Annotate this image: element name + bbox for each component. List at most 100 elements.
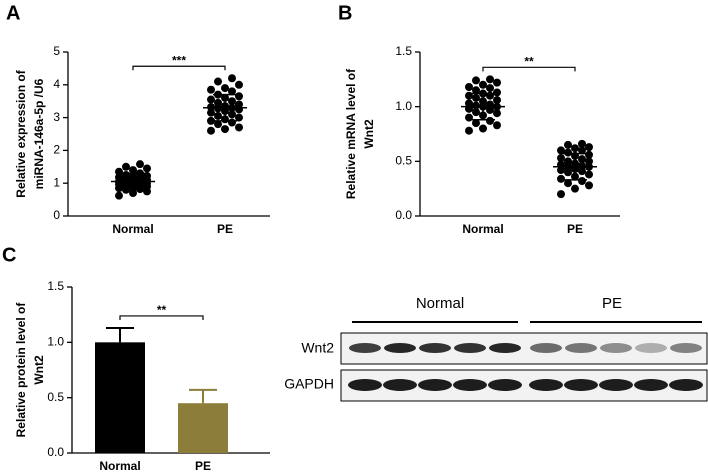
data-point: [235, 80, 243, 89]
data-point: [578, 155, 586, 164]
band: [384, 343, 416, 353]
band: [635, 343, 667, 353]
data-point: [115, 191, 123, 200]
data-point: [578, 177, 586, 186]
blot-group-label: PE: [602, 295, 622, 312]
data-point: [557, 146, 565, 155]
data-point: [465, 82, 473, 91]
data-point: [221, 84, 229, 93]
band: [599, 379, 633, 391]
band: [670, 343, 702, 353]
band: [529, 379, 563, 391]
data-point: [564, 157, 572, 166]
y-tick-label: 4: [53, 77, 60, 91]
y-axis-label: miRNA-146a-5p /U6: [32, 78, 46, 189]
data-point: [228, 87, 236, 96]
data-point: [493, 96, 501, 105]
data-point: [228, 74, 236, 83]
data-point: [235, 123, 243, 132]
data-point: [493, 88, 501, 97]
band: [600, 343, 632, 353]
panel-letter: C: [2, 244, 16, 266]
significance-bracket: [119, 315, 204, 320]
data-point: [571, 144, 579, 153]
data-point: [207, 116, 215, 125]
data-point: [585, 143, 593, 152]
significance-label: ***: [172, 53, 186, 67]
blot-group-label: Normal: [416, 295, 464, 312]
data-point: [472, 76, 480, 85]
data-point: [228, 118, 236, 127]
y-tick-label: 1.5: [47, 279, 64, 293]
significance-bracket: [482, 66, 576, 72]
data-point: [578, 161, 586, 170]
significance-label: **: [157, 303, 167, 317]
data-point: [214, 120, 222, 129]
x-tick-label: Normal: [112, 222, 153, 236]
band: [418, 379, 452, 391]
panel-letter: B: [338, 2, 352, 24]
data-point: [571, 184, 579, 193]
band: [383, 379, 417, 391]
data-point: [221, 125, 229, 134]
data-point: [235, 92, 243, 101]
data-point: [493, 109, 501, 118]
band: [489, 343, 521, 353]
data-point: [564, 168, 572, 177]
data-point: [207, 85, 215, 94]
data-point: [472, 86, 480, 95]
data-point: [235, 113, 243, 122]
data-point: [465, 99, 473, 108]
y-tick-label: 1.5: [395, 44, 412, 58]
panel-letter: A: [6, 2, 20, 24]
data-point: [465, 126, 473, 135]
x-tick-label: Normal: [462, 222, 503, 236]
data-point: [214, 77, 222, 86]
data-point: [557, 166, 565, 175]
band: [419, 343, 451, 353]
data-point: [115, 167, 123, 176]
data-point: [207, 95, 215, 104]
band: [530, 343, 562, 353]
bands: [348, 343, 703, 391]
bar: [178, 403, 228, 453]
band: [669, 379, 703, 391]
x-tick-label: PE: [567, 222, 583, 236]
band: [454, 343, 486, 353]
data-point: [578, 139, 586, 148]
y-tick-label: 5: [53, 44, 60, 58]
y-tick-label: 0.0: [395, 208, 412, 222]
data-point: [228, 110, 236, 119]
band: [564, 379, 598, 391]
x-tick-label: PE: [217, 222, 233, 236]
blot-row-label: Wnt2: [301, 340, 334, 356]
y-tick-label: 0.0: [47, 445, 64, 459]
data-point: [564, 140, 572, 149]
data-point: [479, 80, 487, 89]
y-axis-label: Relative mRNA level of: [344, 68, 358, 199]
data-point: [557, 190, 565, 199]
y-tick-label: 0: [53, 208, 60, 222]
y-tick-label: 3: [53, 110, 60, 124]
data-point: [129, 189, 137, 198]
blot-row-label: GAPDH: [284, 376, 334, 392]
y-axis-label: Wnt2: [32, 355, 46, 385]
data-point: [122, 162, 130, 171]
data-point: [207, 108, 215, 117]
data-point: [228, 97, 236, 106]
band: [348, 379, 382, 391]
y-tick-label: 0.5: [395, 154, 412, 168]
data-point: [486, 84, 494, 93]
data-point: [486, 75, 494, 84]
data-point: [214, 98, 222, 107]
data-point: [585, 170, 593, 179]
data-point: [472, 101, 480, 110]
band: [453, 379, 487, 391]
data-point: [472, 93, 480, 102]
y-tick-label: 1: [53, 175, 60, 189]
data-point: [557, 154, 565, 163]
data-point: [207, 126, 215, 135]
data-point: [578, 146, 586, 155]
data-point: [479, 124, 487, 133]
